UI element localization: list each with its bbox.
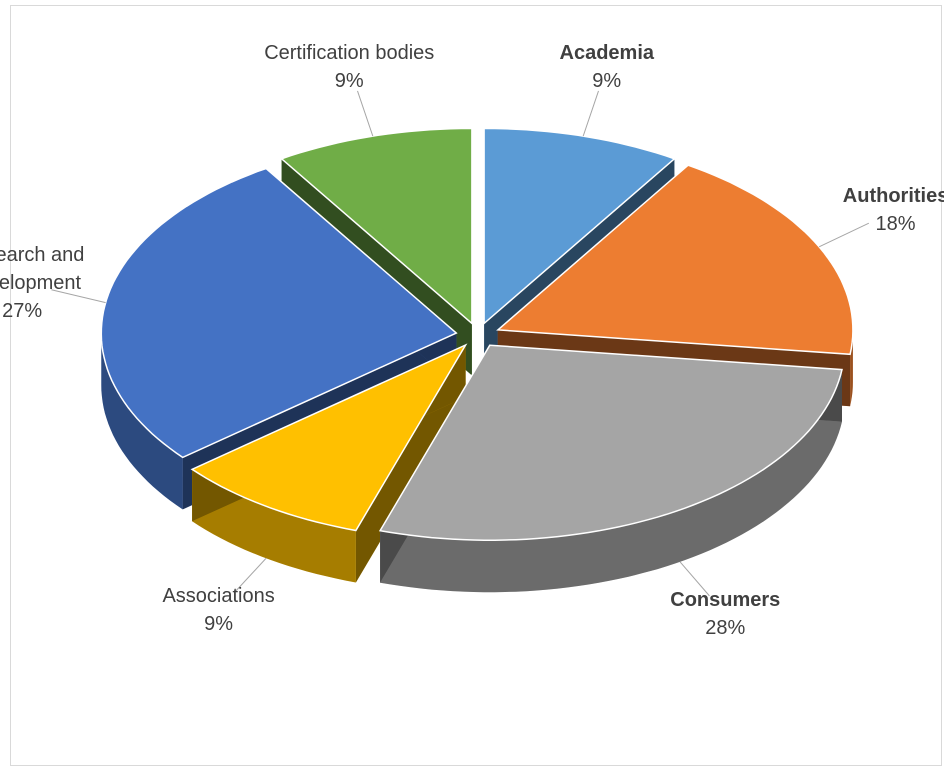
data-label: Academia 9%: [560, 39, 655, 95]
slice: [100, 167, 458, 459]
leader-line: [234, 557, 267, 592]
category-label: Consumers: [670, 589, 781, 612]
data-label: Authorities 18%: [843, 182, 944, 238]
data-label: Research and Development 27%: [0, 241, 110, 325]
slice: [190, 343, 468, 532]
slice: [483, 127, 676, 326]
category-label: Certification bodies: [264, 41, 435, 64]
leader-line: [582, 90, 599, 137]
leader-line: [51, 289, 106, 304]
slice: [280, 127, 473, 326]
value-label: 27%: [2, 299, 43, 322]
value-label: 9%: [204, 612, 234, 635]
value-label: 18%: [875, 213, 916, 236]
chart-frame: [10, 5, 942, 766]
category-label: Authorities: [842, 185, 944, 208]
leader-line: [357, 90, 374, 137]
leader-line: [818, 222, 870, 248]
slice-side: [380, 369, 842, 593]
slice-side-shade: [380, 369, 842, 593]
value-label: 9%: [592, 69, 622, 92]
leader-line: [679, 561, 710, 597]
data-label: Associations 9%: [162, 582, 274, 638]
slice-side: [101, 333, 183, 510]
category-label: Academia: [559, 41, 655, 64]
slice-side-shade: [101, 333, 183, 510]
slice: [496, 164, 854, 356]
data-label: Certification bodies 9%: [264, 39, 434, 95]
slice: [378, 344, 843, 541]
category-label: Research and Development: [0, 243, 85, 294]
slice-side: [850, 329, 853, 407]
category-label: Associations: [162, 584, 275, 607]
data-label: Consumers 28%: [670, 586, 780, 642]
value-label: 9%: [334, 69, 364, 92]
slice-side-shade: [850, 329, 853, 407]
value-label: 28%: [705, 617, 746, 640]
